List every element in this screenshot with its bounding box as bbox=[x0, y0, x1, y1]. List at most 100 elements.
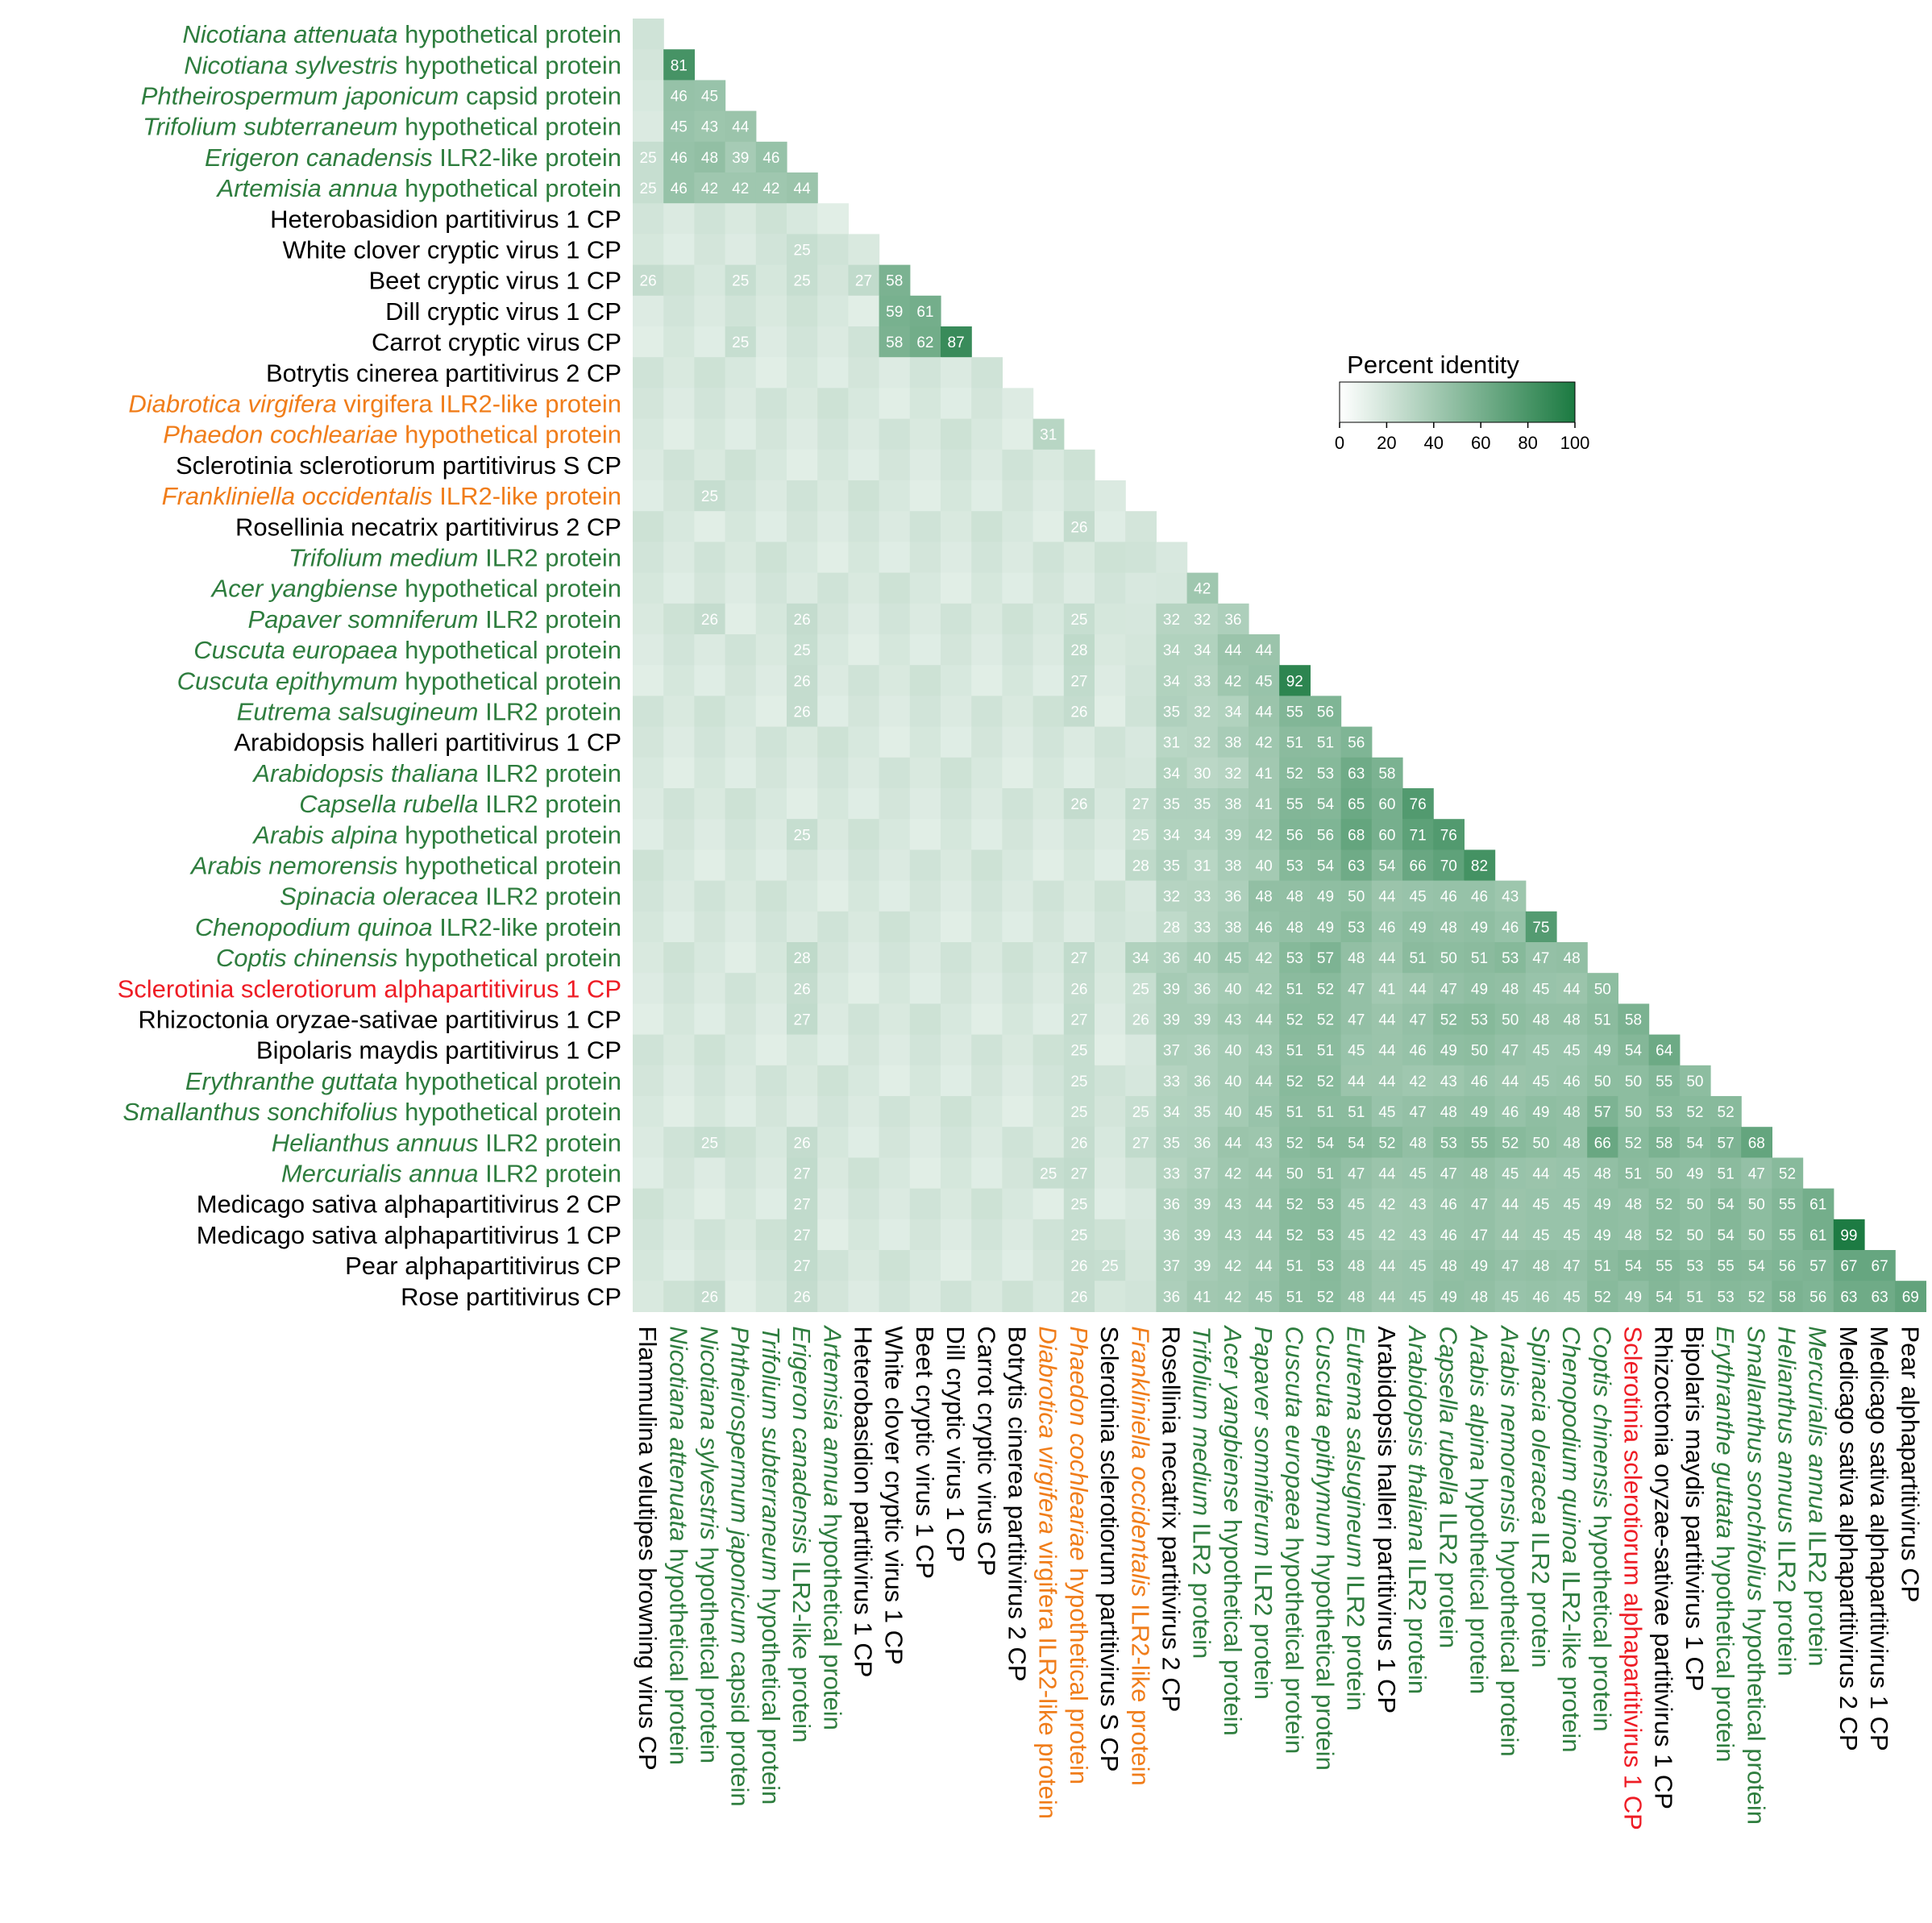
column-label: Artemisia annua hypothetical protein bbox=[818, 1324, 846, 1730]
heatmap-cell bbox=[1125, 880, 1157, 912]
cell-value-label: 52 bbox=[1286, 766, 1303, 783]
heatmap-cell bbox=[1402, 1127, 1434, 1158]
heatmap-cell bbox=[1217, 788, 1249, 820]
heatmap-cell bbox=[1063, 911, 1095, 943]
cell-value-label: 50 bbox=[1748, 1227, 1765, 1244]
heatmap-cell bbox=[1002, 1188, 1034, 1220]
cell-value-label: 46 bbox=[1564, 1074, 1581, 1090]
heatmap-cell bbox=[1125, 1281, 1157, 1312]
heatmap-cell bbox=[694, 418, 726, 451]
heatmap-cell bbox=[1279, 1003, 1311, 1036]
heatmap-cell bbox=[1772, 1219, 1804, 1251]
heatmap-cell bbox=[971, 634, 1003, 666]
cell-value-label: 43 bbox=[1224, 1227, 1241, 1244]
cell-value-label: 31 bbox=[1194, 858, 1211, 875]
heatmap-cell bbox=[663, 1034, 695, 1066]
heatmap-cell bbox=[1833, 1219, 1865, 1251]
cell-value-label: 63 bbox=[1872, 1289, 1888, 1306]
heatmap-cell bbox=[1679, 1065, 1711, 1097]
cell-value-label: 45 bbox=[1502, 1289, 1519, 1306]
heatmap-cell bbox=[1741, 1157, 1772, 1190]
heatmap-cell bbox=[725, 726, 757, 758]
heatmap-cell bbox=[971, 1157, 1003, 1190]
heatmap-cell bbox=[941, 1127, 972, 1158]
heatmap-cell bbox=[1125, 849, 1157, 882]
heatmap-cell bbox=[1618, 1157, 1650, 1190]
heatmap-cell bbox=[755, 1065, 787, 1097]
cell-value-label: 52 bbox=[1317, 1289, 1334, 1306]
heatmap-cell bbox=[1217, 973, 1249, 1004]
heatmap-cell bbox=[817, 418, 849, 451]
cell-value-label: 55 bbox=[1779, 1227, 1796, 1244]
cell-value-label: 36 bbox=[1224, 889, 1241, 906]
cell-value-label: 60 bbox=[1378, 796, 1395, 813]
heatmap-cell bbox=[1525, 1127, 1557, 1158]
heatmap-cell bbox=[1525, 1003, 1557, 1036]
cell-value-label: 45 bbox=[1532, 1227, 1549, 1244]
heatmap-cell bbox=[1095, 665, 1126, 696]
heatmap-cell bbox=[633, 911, 664, 943]
heatmap-cell bbox=[633, 572, 664, 604]
cell-value-label: 57 bbox=[1317, 950, 1334, 967]
heatmap-cell bbox=[1679, 1127, 1711, 1158]
cell-value-label: 46 bbox=[671, 181, 688, 197]
column-label: Spinacia oleracea ILR2 protein bbox=[1527, 1326, 1555, 1668]
heatmap-cell bbox=[848, 1219, 880, 1251]
cell-value-label: 52 bbox=[1317, 981, 1334, 998]
row-label: Sclerotinia sclerotiorum partitivirus S … bbox=[176, 451, 621, 480]
heatmap-cell bbox=[1156, 849, 1188, 882]
heatmap-cell bbox=[725, 295, 757, 327]
heatmap-cell bbox=[817, 634, 849, 666]
cell-value-label: 45 bbox=[1564, 1289, 1581, 1306]
heatmap-cell bbox=[755, 973, 787, 1004]
heatmap-cell bbox=[725, 849, 757, 882]
cell-value-label: 25 bbox=[1070, 1043, 1087, 1060]
cell-value-label: 48 bbox=[1410, 1135, 1427, 1152]
heatmap-cell bbox=[941, 819, 972, 850]
heatmap-cell bbox=[1095, 1003, 1126, 1036]
heatmap-cell bbox=[1002, 849, 1034, 882]
heatmap-cell bbox=[941, 511, 972, 542]
cell-value-label: 46 bbox=[1502, 920, 1519, 937]
cell-value-label: 44 bbox=[1256, 1166, 1273, 1183]
row-label: Phtheirospermum japonicum capsid protein bbox=[141, 82, 621, 110]
cell-value-label: 42 bbox=[1410, 1074, 1427, 1090]
heatmap-cell bbox=[879, 1250, 911, 1281]
cell-value-label: 45 bbox=[1378, 1104, 1395, 1121]
cell-value-label: 52 bbox=[1686, 1104, 1703, 1121]
cell-value-label: 37 bbox=[1163, 1043, 1180, 1060]
cell-value-label: 52 bbox=[1286, 1135, 1303, 1152]
heatmap-cell bbox=[1279, 1096, 1311, 1128]
heatmap-cell bbox=[1156, 973, 1188, 1004]
heatmap-cell bbox=[1371, 1281, 1403, 1312]
cell-value-label: 49 bbox=[1594, 1197, 1611, 1214]
heatmap-cell bbox=[1648, 1157, 1681, 1190]
cell-value-label: 26 bbox=[1070, 981, 1087, 998]
cell-value-label: 45 bbox=[1348, 1043, 1365, 1060]
cell-value-label: 43 bbox=[1224, 1197, 1241, 1214]
cell-value-label: 49 bbox=[1625, 1289, 1642, 1306]
row-label: Rosellinia necatrix partitivirus 2 CP bbox=[235, 513, 621, 541]
heatmap-cell bbox=[1371, 973, 1403, 1004]
heatmap-cell bbox=[817, 942, 849, 974]
heatmap-cell bbox=[909, 542, 941, 574]
cell-value-label: 68 bbox=[1748, 1135, 1765, 1152]
cell-value-label: 44 bbox=[732, 119, 750, 136]
heatmap-cell bbox=[1249, 1034, 1280, 1066]
heatmap-cell bbox=[755, 634, 787, 666]
heatmap-cell bbox=[909, 726, 941, 758]
cell-value-label: 26 bbox=[794, 1289, 811, 1306]
cell-value-label: 40 bbox=[1194, 950, 1211, 967]
heatmap-cell bbox=[1032, 1065, 1065, 1097]
heatmap-cell bbox=[787, 1250, 818, 1281]
heatmap-cell bbox=[1125, 1034, 1157, 1066]
heatmap-cell bbox=[1525, 1034, 1557, 1066]
heatmap-cell bbox=[1802, 1188, 1834, 1220]
column-label: Arabis nemorensis hypothetical protein bbox=[1496, 1324, 1524, 1756]
heatmap-cell bbox=[879, 880, 911, 912]
heatmap-cell bbox=[755, 665, 787, 696]
heatmap-cell bbox=[1279, 1188, 1311, 1220]
cell-value-label: 32 bbox=[1163, 612, 1180, 629]
cell-value-label: 49 bbox=[1686, 1166, 1703, 1183]
heatmap-cell bbox=[725, 326, 757, 358]
